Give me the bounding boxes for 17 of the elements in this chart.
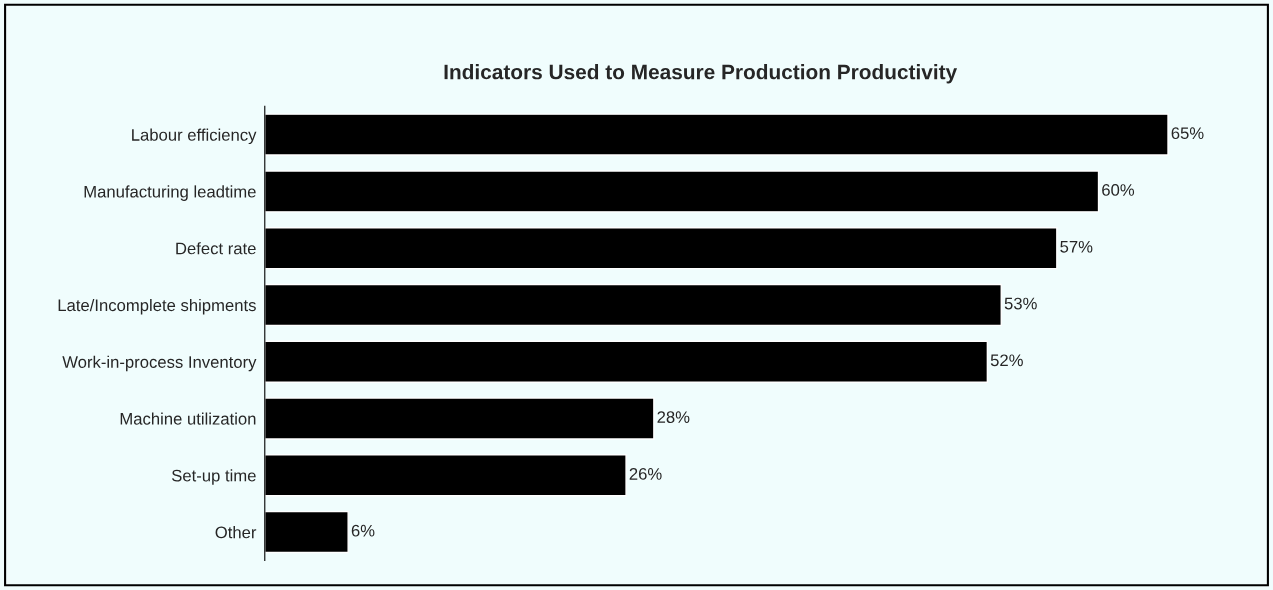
data-label: 52%: [990, 354, 1023, 367]
data-label: 26%: [629, 467, 662, 480]
data-label: 65%: [1171, 127, 1204, 140]
y-tick-label: Other: [215, 526, 257, 539]
data-label: 53%: [1004, 297, 1037, 310]
y-tick-label: Manufacturing leadtime: [84, 185, 256, 201]
chart-title: Indicators Used to Measure Production Productivity: [444, 64, 958, 84]
y-tick-label: Late/Incomplete shipments: [58, 298, 256, 315]
y-tick-label: Set-up time: [171, 469, 256, 485]
data-label: 57%: [1060, 240, 1093, 253]
data-label: 28%: [657, 411, 690, 424]
data-label: 60%: [1102, 184, 1135, 196]
data-label: 6%: [351, 524, 375, 537]
y-tick-label: Defect rate: [176, 242, 256, 255]
y-tick-label: Machine utilization: [120, 412, 256, 425]
y-tick-label: Work-in-process Inventory: [62, 355, 257, 372]
y-tick-label: Labour efficiency: [132, 128, 257, 145]
